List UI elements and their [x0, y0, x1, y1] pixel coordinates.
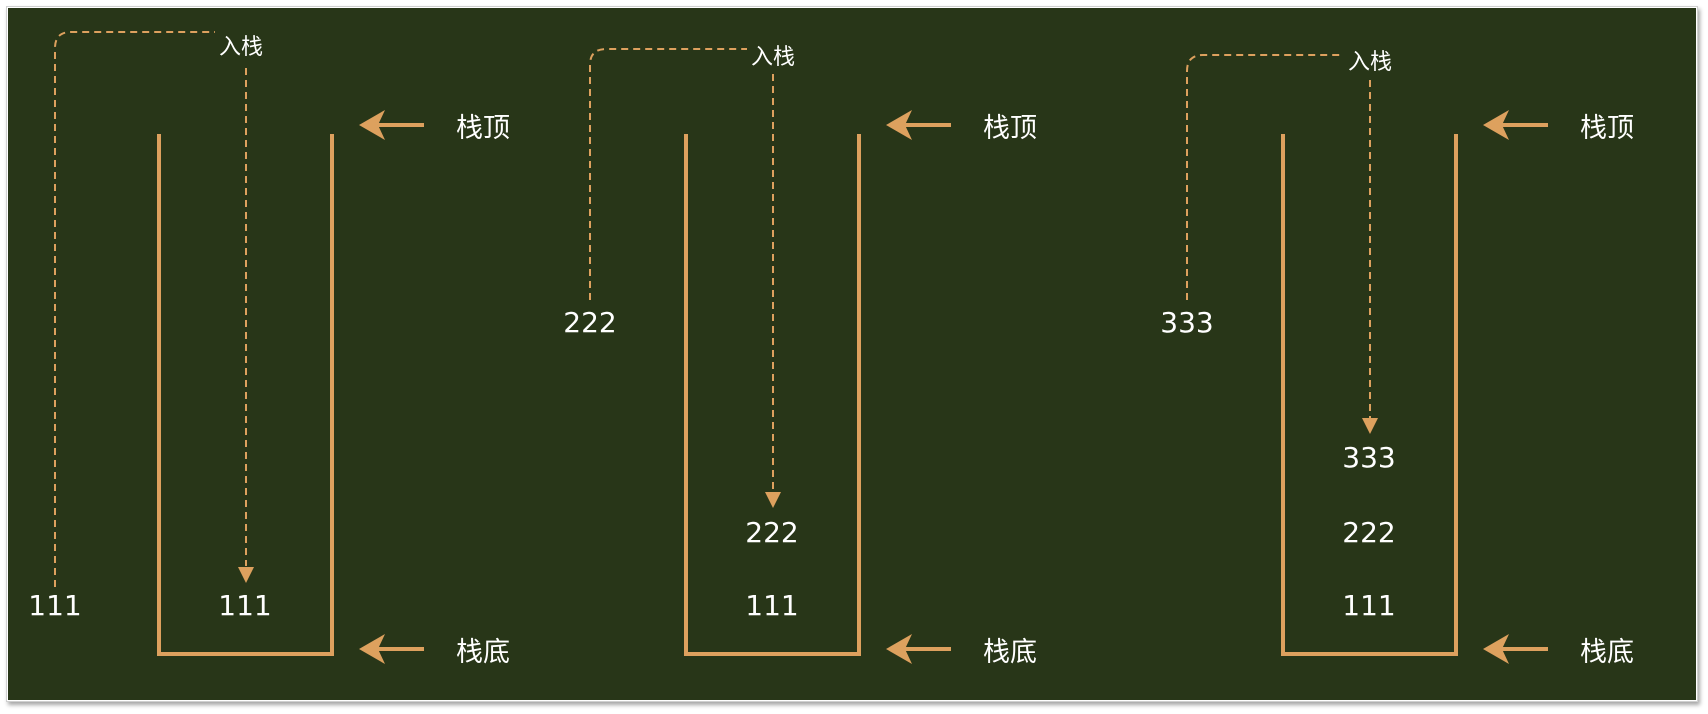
top-label: 栈顶 — [1580, 113, 1634, 144]
incoming-value: 111 — [28, 589, 81, 622]
top-arrow — [886, 110, 951, 140]
top-label: 栈顶 — [456, 113, 510, 144]
stack-item: 333 — [1342, 441, 1395, 474]
incoming-value: 333 — [1160, 306, 1213, 339]
stack-item: 111 — [218, 589, 271, 622]
push-path — [1186, 54, 1343, 300]
top-label: 栈顶 — [983, 113, 1037, 144]
push-label: 入栈 — [751, 45, 795, 70]
incoming-value: 222 — [563, 306, 616, 339]
stack-container — [157, 134, 334, 656]
stage-1: 入栈 111 111 栈顶 栈底 — [28, 31, 510, 668]
diagram-canvas — [8, 8, 1696, 700]
push-path — [589, 48, 747, 300]
stage-2: 入栈 222 111 222 栈顶 栈底 — [563, 45, 1037, 668]
bottom-label: 栈底 — [1580, 637, 1634, 668]
stack-container — [684, 134, 861, 656]
bottom-label: 栈底 — [456, 637, 510, 668]
stack-item: 111 — [1342, 589, 1395, 622]
top-arrow — [359, 110, 424, 140]
stack-item: 222 — [745, 516, 798, 549]
bottom-arrow — [1483, 634, 1548, 664]
stack-item: 222 — [1342, 516, 1395, 549]
bottom-arrow — [886, 634, 951, 664]
push-path — [54, 31, 215, 587]
push-label: 入栈 — [1348, 50, 1392, 75]
push-label: 入栈 — [219, 35, 263, 60]
stage-3: 入栈 333 111 222 333 栈顶 栈底 — [1160, 50, 1634, 668]
bottom-label: 栈底 — [983, 637, 1037, 668]
stack-container — [1281, 134, 1458, 656]
bottom-arrow — [359, 634, 424, 664]
stack-item: 111 — [745, 589, 798, 622]
push-arrowhead — [1362, 418, 1378, 434]
push-arrowhead — [765, 492, 781, 508]
top-arrow — [1483, 110, 1548, 140]
push-arrowhead — [238, 567, 254, 583]
